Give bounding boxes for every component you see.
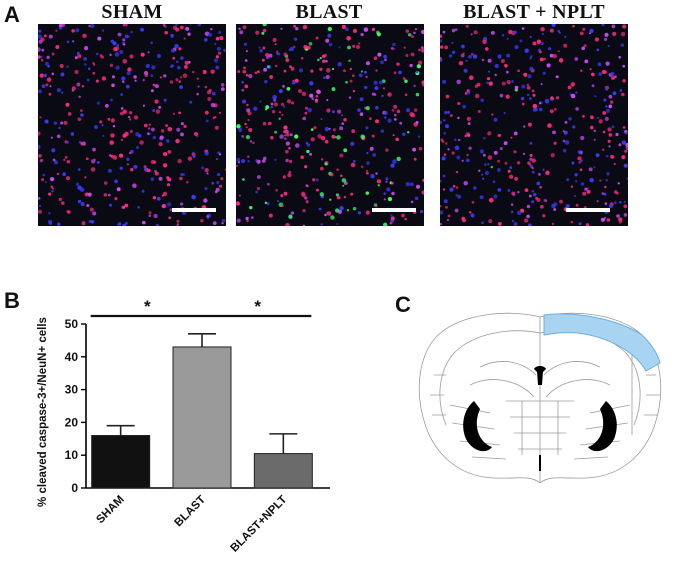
y-tick-label: 0 [71, 481, 78, 495]
x-tick-label: SHAM [94, 494, 126, 526]
panel-b-letter: B [4, 288, 20, 313]
micrograph-blast [236, 24, 424, 226]
scale-bar [172, 208, 216, 212]
third-ventricle [537, 371, 543, 385]
micrograph-blast-nplt [440, 24, 628, 226]
bar-chart: 0 10 20 30 40 50 % cleaved caspase-3+/NeuN+ ce… [37, 297, 330, 555]
micrograph-sham [38, 24, 226, 226]
bar-blast-nplt [253, 453, 313, 489]
error-bar [106, 424, 135, 436]
y-tick-label: 30 [65, 383, 79, 397]
significance-star: * [254, 297, 261, 316]
bar-sham [91, 435, 151, 489]
micrograph-title-sham: SHAM [101, 1, 163, 23]
panel-c-letter: C [395, 292, 411, 317]
panel-a-letter: A [4, 2, 20, 27]
micrograph-title-blast: BLAST [295, 1, 363, 23]
scale-bar [566, 208, 610, 212]
significance-star: * [144, 297, 151, 316]
error-bar [269, 433, 298, 454]
lateral-ventricle-right [588, 401, 617, 452]
bar-blast [172, 346, 232, 489]
micrograph-title-blast-nplt: BLAST + NPLT [463, 1, 605, 23]
highlighted-cortex-region [543, 313, 661, 372]
x-tick-label: BLAST+NPLT [228, 494, 289, 555]
scale-bar [372, 208, 416, 212]
error-bar [188, 333, 216, 347]
y-tick-label: 50 [65, 317, 79, 331]
brain-section-diagram [418, 312, 662, 484]
x-tick-label: BLAST [173, 494, 209, 530]
lateral-ventricle-left [463, 401, 492, 452]
y-tick-label: 20 [65, 415, 79, 429]
y-axis-label: % cleaved caspase-3+/NeuN+ cells [37, 317, 49, 507]
y-tick-label: 40 [65, 350, 79, 364]
y-tick-label: 10 [65, 448, 79, 462]
